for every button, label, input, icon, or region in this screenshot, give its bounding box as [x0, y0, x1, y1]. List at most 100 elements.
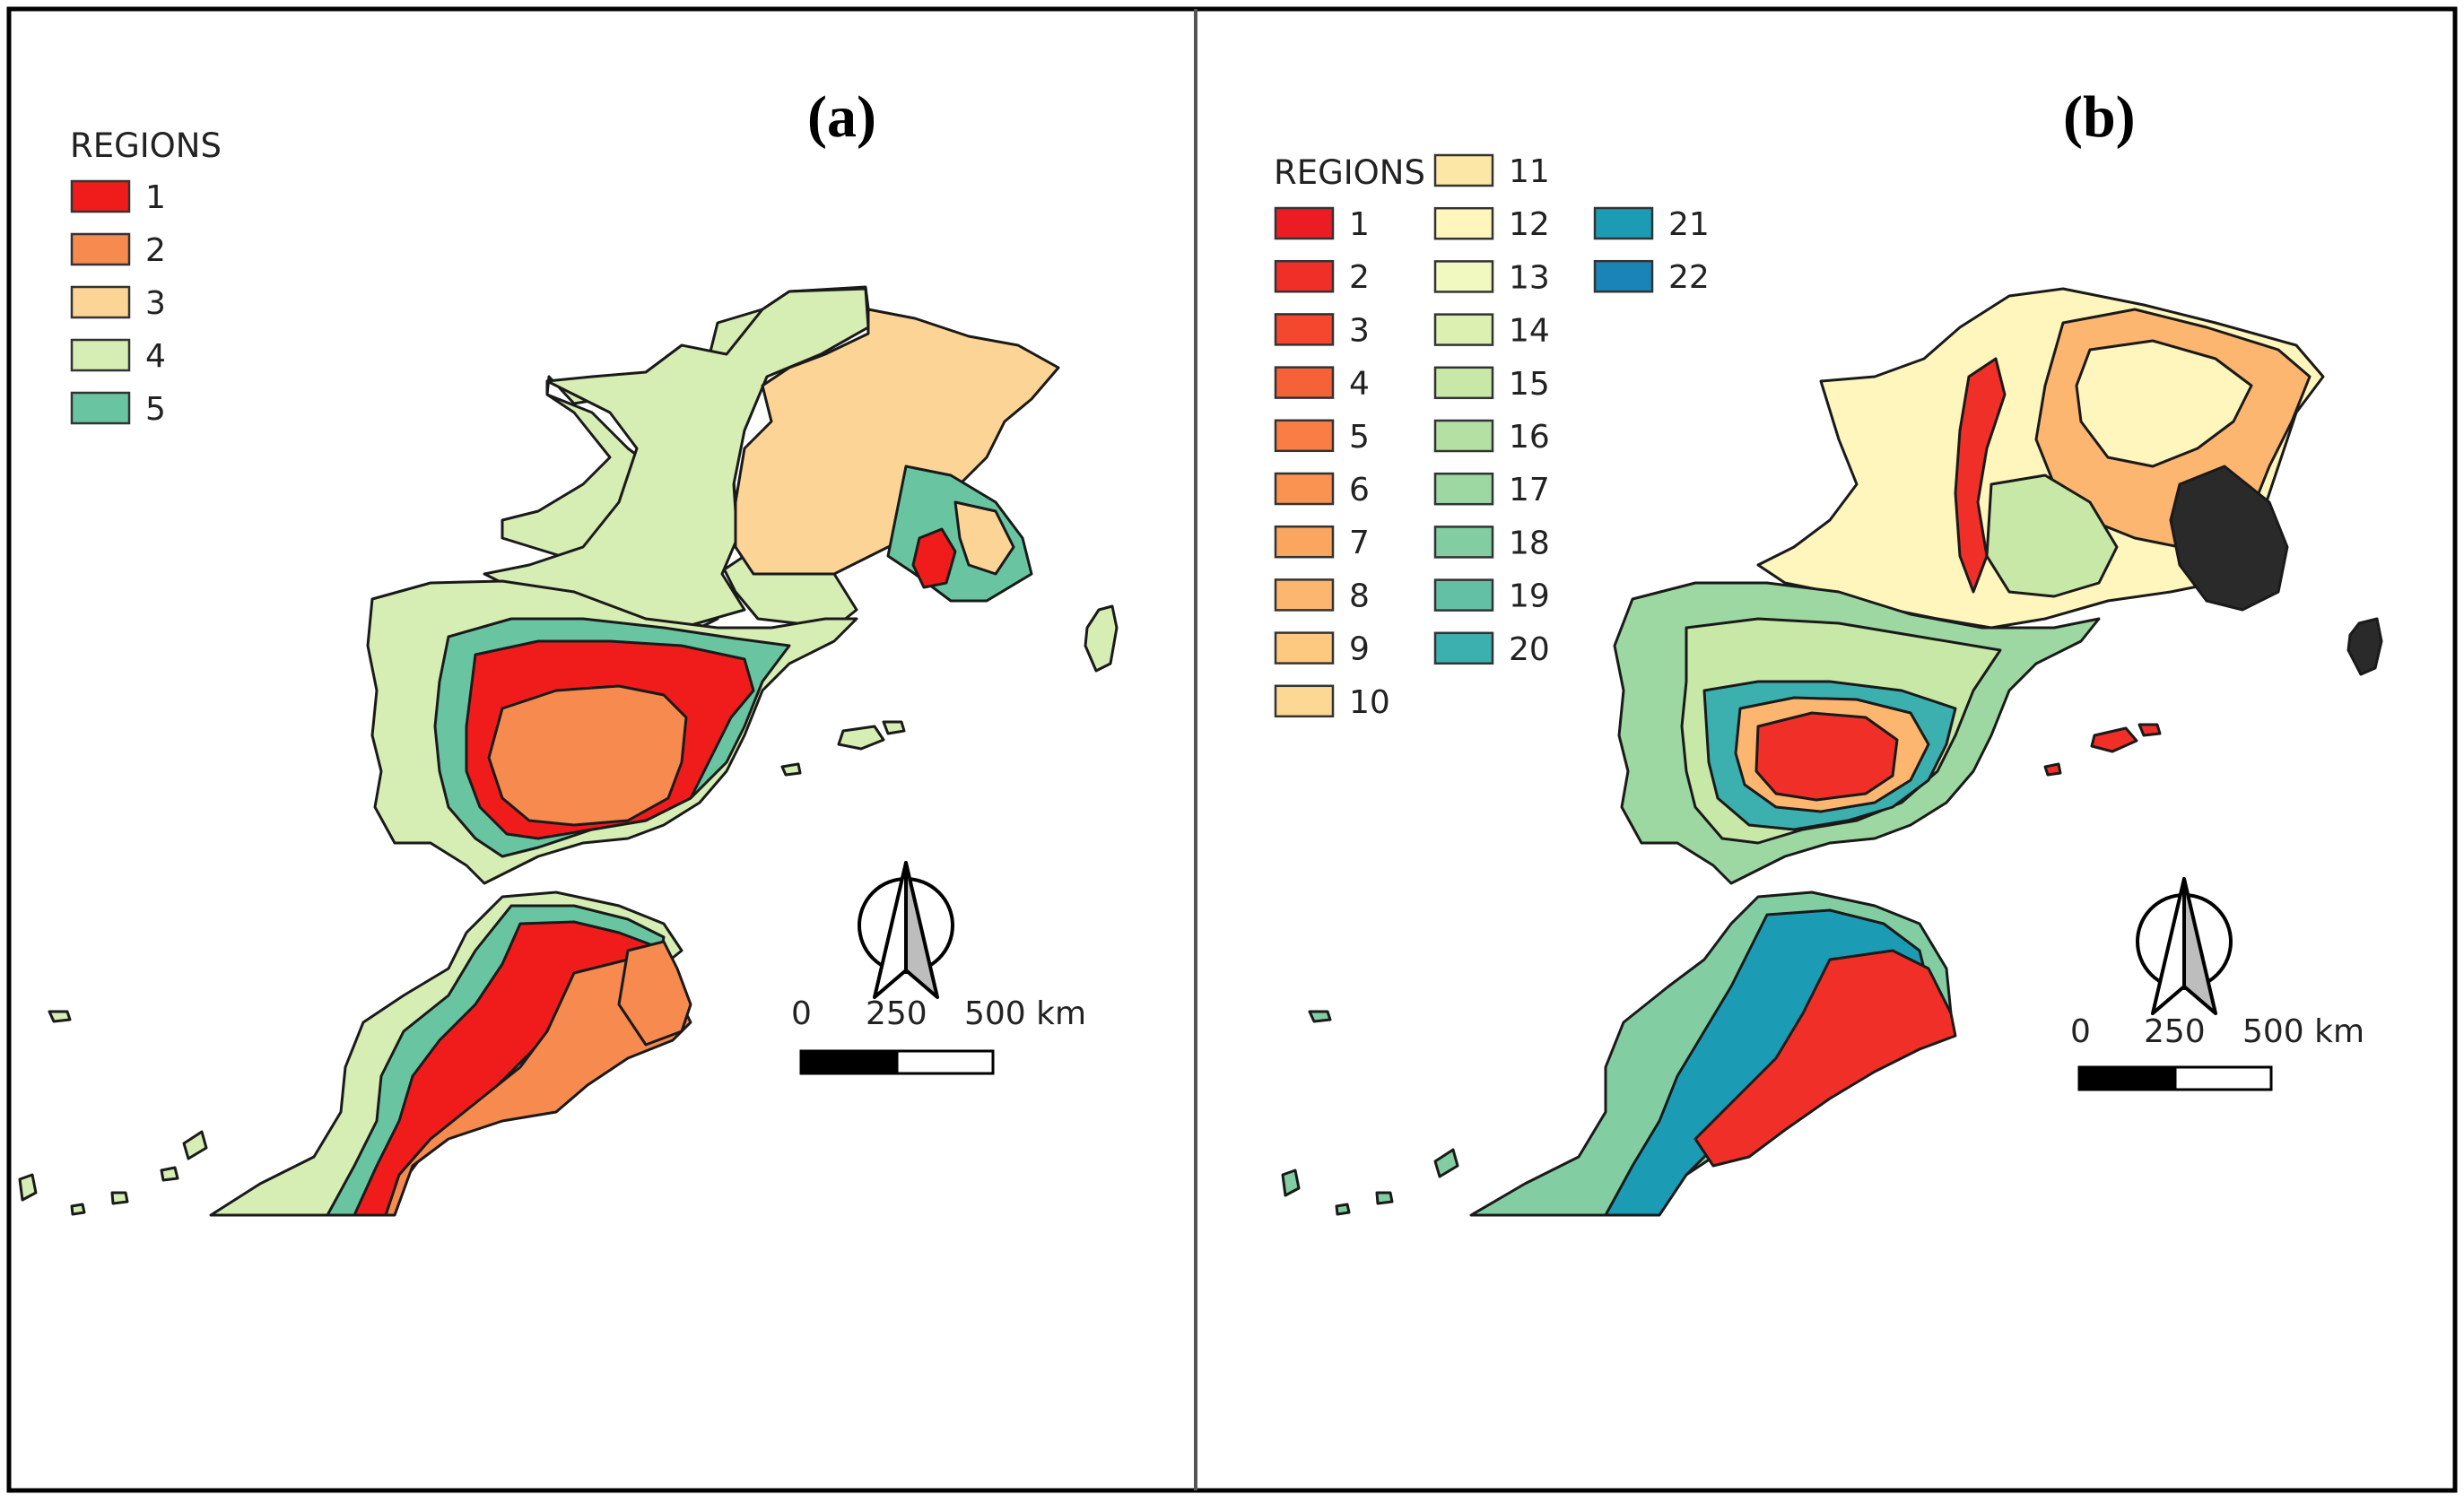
- map-b-canary-5: [1281, 1169, 1301, 1197]
- legend-label-20: 20: [1509, 631, 1550, 668]
- legend-swatch-2: [1274, 259, 1335, 293]
- map-a-canary-3: [160, 1166, 179, 1182]
- legend-label-13: 13: [1509, 259, 1550, 296]
- legend-label-15: 15: [1509, 366, 1550, 403]
- panel-b-north-arrow: [2136, 877, 2233, 1015]
- panel-a-scale-label-500: 500 km: [964, 995, 1086, 1032]
- map-b-canary-1: [1308, 1010, 1332, 1023]
- map-a-canary-2: [182, 1130, 208, 1160]
- legend-swatch-19: [1433, 578, 1494, 612]
- legend-swatch-1: [1274, 206, 1335, 240]
- map-b-corsica: [2346, 617, 2383, 676]
- map-a-balearic: [837, 725, 885, 751]
- legend-swatch-10: [1274, 684, 1335, 718]
- panel-a-scale-label-250: 250: [866, 995, 927, 1032]
- map-b-morocco-core: [1693, 949, 1957, 1168]
- map-b-iberia-core: [1754, 711, 1899, 802]
- legend-label-6: 6: [1349, 472, 1370, 508]
- panel-a-scale-black: [799, 1049, 899, 1075]
- north-arrow-a-right: [904, 861, 939, 999]
- map-a-corsica: [1084, 604, 1119, 673]
- panel-a-scale-white: [895, 1049, 995, 1075]
- legend-swatch-9: [1274, 631, 1335, 665]
- north-arrow-b-right: [2182, 877, 2217, 1015]
- legend-swatch-18: [1433, 526, 1494, 559]
- legend-swatch-22: [1593, 259, 1654, 293]
- map-b-alps: [2169, 465, 2289, 612]
- legend-label-7: 7: [1349, 525, 1370, 561]
- legend-label-14: 14: [1509, 313, 1550, 350]
- map-a-balearic-2: [882, 720, 906, 735]
- panel-b-map: [1281, 287, 2383, 1217]
- legend-swatch-12: [1433, 206, 1494, 240]
- panel-a: (a) REGIONS 1 2 3 4 5: [18, 84, 1119, 1217]
- legend-label-9: 9: [1349, 631, 1370, 668]
- map-a-canary-6: [18, 1173, 38, 1202]
- legend-swatch-1: [70, 179, 131, 213]
- legend-label-5: 5: [145, 391, 166, 428]
- legend-label-4: 4: [145, 338, 166, 375]
- legend-label-8: 8: [1349, 578, 1370, 614]
- legend-swatch-11: [1433, 153, 1494, 187]
- map-a-iberia-core: [487, 684, 688, 827]
- panel-b-scale-bar: 0 250 500 km: [2070, 1013, 2364, 1091]
- legend-label-1: 1: [1349, 206, 1370, 243]
- legend-label-10: 10: [1349, 684, 1390, 721]
- legend-swatch-5: [70, 391, 131, 425]
- panel-b: (b) REGIONS 1234567891011121314151617181…: [1274, 84, 2383, 1217]
- legend-swatch-3: [70, 285, 131, 319]
- legend-label-21: 21: [1668, 206, 1710, 243]
- panel-a-legend-items: 1 2 3 4 5: [70, 179, 166, 428]
- panel-b-scale-black: [2077, 1065, 2177, 1091]
- map-b-canary-2: [1433, 1148, 1459, 1178]
- legend-swatch-14: [1433, 313, 1494, 346]
- map-b-balearic-3: [2043, 762, 2062, 777]
- legend-swatch-20: [1433, 631, 1494, 665]
- panel-b-scale-label-0: 0: [2070, 1013, 2091, 1050]
- map-a-morocco-core-east: [617, 940, 692, 1047]
- legend-label-3: 3: [145, 285, 166, 322]
- map-a-alps-yellow: [953, 500, 1015, 576]
- legend-label-22: 22: [1668, 259, 1710, 296]
- legend-label-2: 2: [145, 232, 166, 269]
- map-b-france-east-yellow: [2075, 339, 2253, 468]
- legend-swatch-21: [1593, 206, 1654, 240]
- panel-b-legend-title: REGIONS: [1274, 153, 1425, 192]
- legend-label-1: 1: [145, 179, 166, 216]
- panel-a-legend: REGIONS 1 2 3 4 5: [70, 126, 222, 428]
- map-a-france-east: [734, 308, 1060, 576]
- legend-label-16: 16: [1509, 419, 1550, 456]
- legend-label-18: 18: [1509, 525, 1550, 561]
- map-b-balearic-2: [2137, 723, 2162, 737]
- legend-swatch-5: [1274, 419, 1335, 453]
- legend-label-12: 12: [1509, 206, 1550, 243]
- map-b-canary-4: [1335, 1203, 1351, 1216]
- legend-swatch-6: [1274, 472, 1335, 506]
- panel-a-map: [18, 285, 1119, 1217]
- map-a-alps-red: [911, 527, 957, 589]
- legend-label-2: 2: [1349, 259, 1370, 296]
- legend-label-5: 5: [1349, 419, 1370, 456]
- legend-label-17: 17: [1509, 472, 1550, 508]
- panel-a-scale-label-0: 0: [791, 995, 812, 1032]
- legend-swatch-7: [1274, 525, 1335, 559]
- legend-label-4: 4: [1349, 366, 1370, 403]
- map-a-balearic-3: [780, 762, 802, 777]
- map-b-canary-3: [1375, 1191, 1394, 1205]
- panel-a-legend-title: REGIONS: [70, 126, 222, 165]
- panel-b-legend: REGIONS 12345678910111213141516171819202…: [1274, 153, 1710, 721]
- legend-swatch-8: [1274, 578, 1335, 612]
- legend-swatch-15: [1433, 366, 1494, 400]
- map-a-france-west-body: [483, 287, 870, 630]
- legend-swatch-13: [1433, 260, 1494, 293]
- legend-swatch-16: [1433, 419, 1494, 453]
- map-b-balearic: [2090, 726, 2138, 753]
- panel-b-scale-white: [2173, 1065, 2273, 1091]
- legend-swatch-4: [70, 338, 131, 372]
- panel-a-scale-bar: 0 250 500 km: [791, 995, 1086, 1075]
- panel-a-north-arrow: [858, 861, 954, 999]
- map-a-canary-4: [110, 1191, 129, 1205]
- legend-swatch-17: [1433, 472, 1494, 506]
